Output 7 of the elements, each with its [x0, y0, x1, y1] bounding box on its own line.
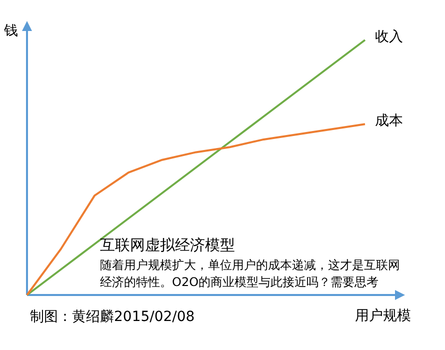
series-label: 成本 — [375, 112, 403, 130]
text: 制图：黄绍麟2015/02/08 — [30, 308, 195, 326]
text: 随着用户规模扩大，单位用户的成本递减，这才是互联网经济的特性。O2O的商业模型与此接近吗？需要思考 — [100, 257, 400, 291]
x-axis-title: 用户规模 — [355, 307, 411, 325]
y-axis-title: 钱 — [4, 22, 18, 40]
series-label: 收入 — [375, 28, 403, 46]
text: 互联网虚拟经济模型 — [100, 236, 235, 255]
